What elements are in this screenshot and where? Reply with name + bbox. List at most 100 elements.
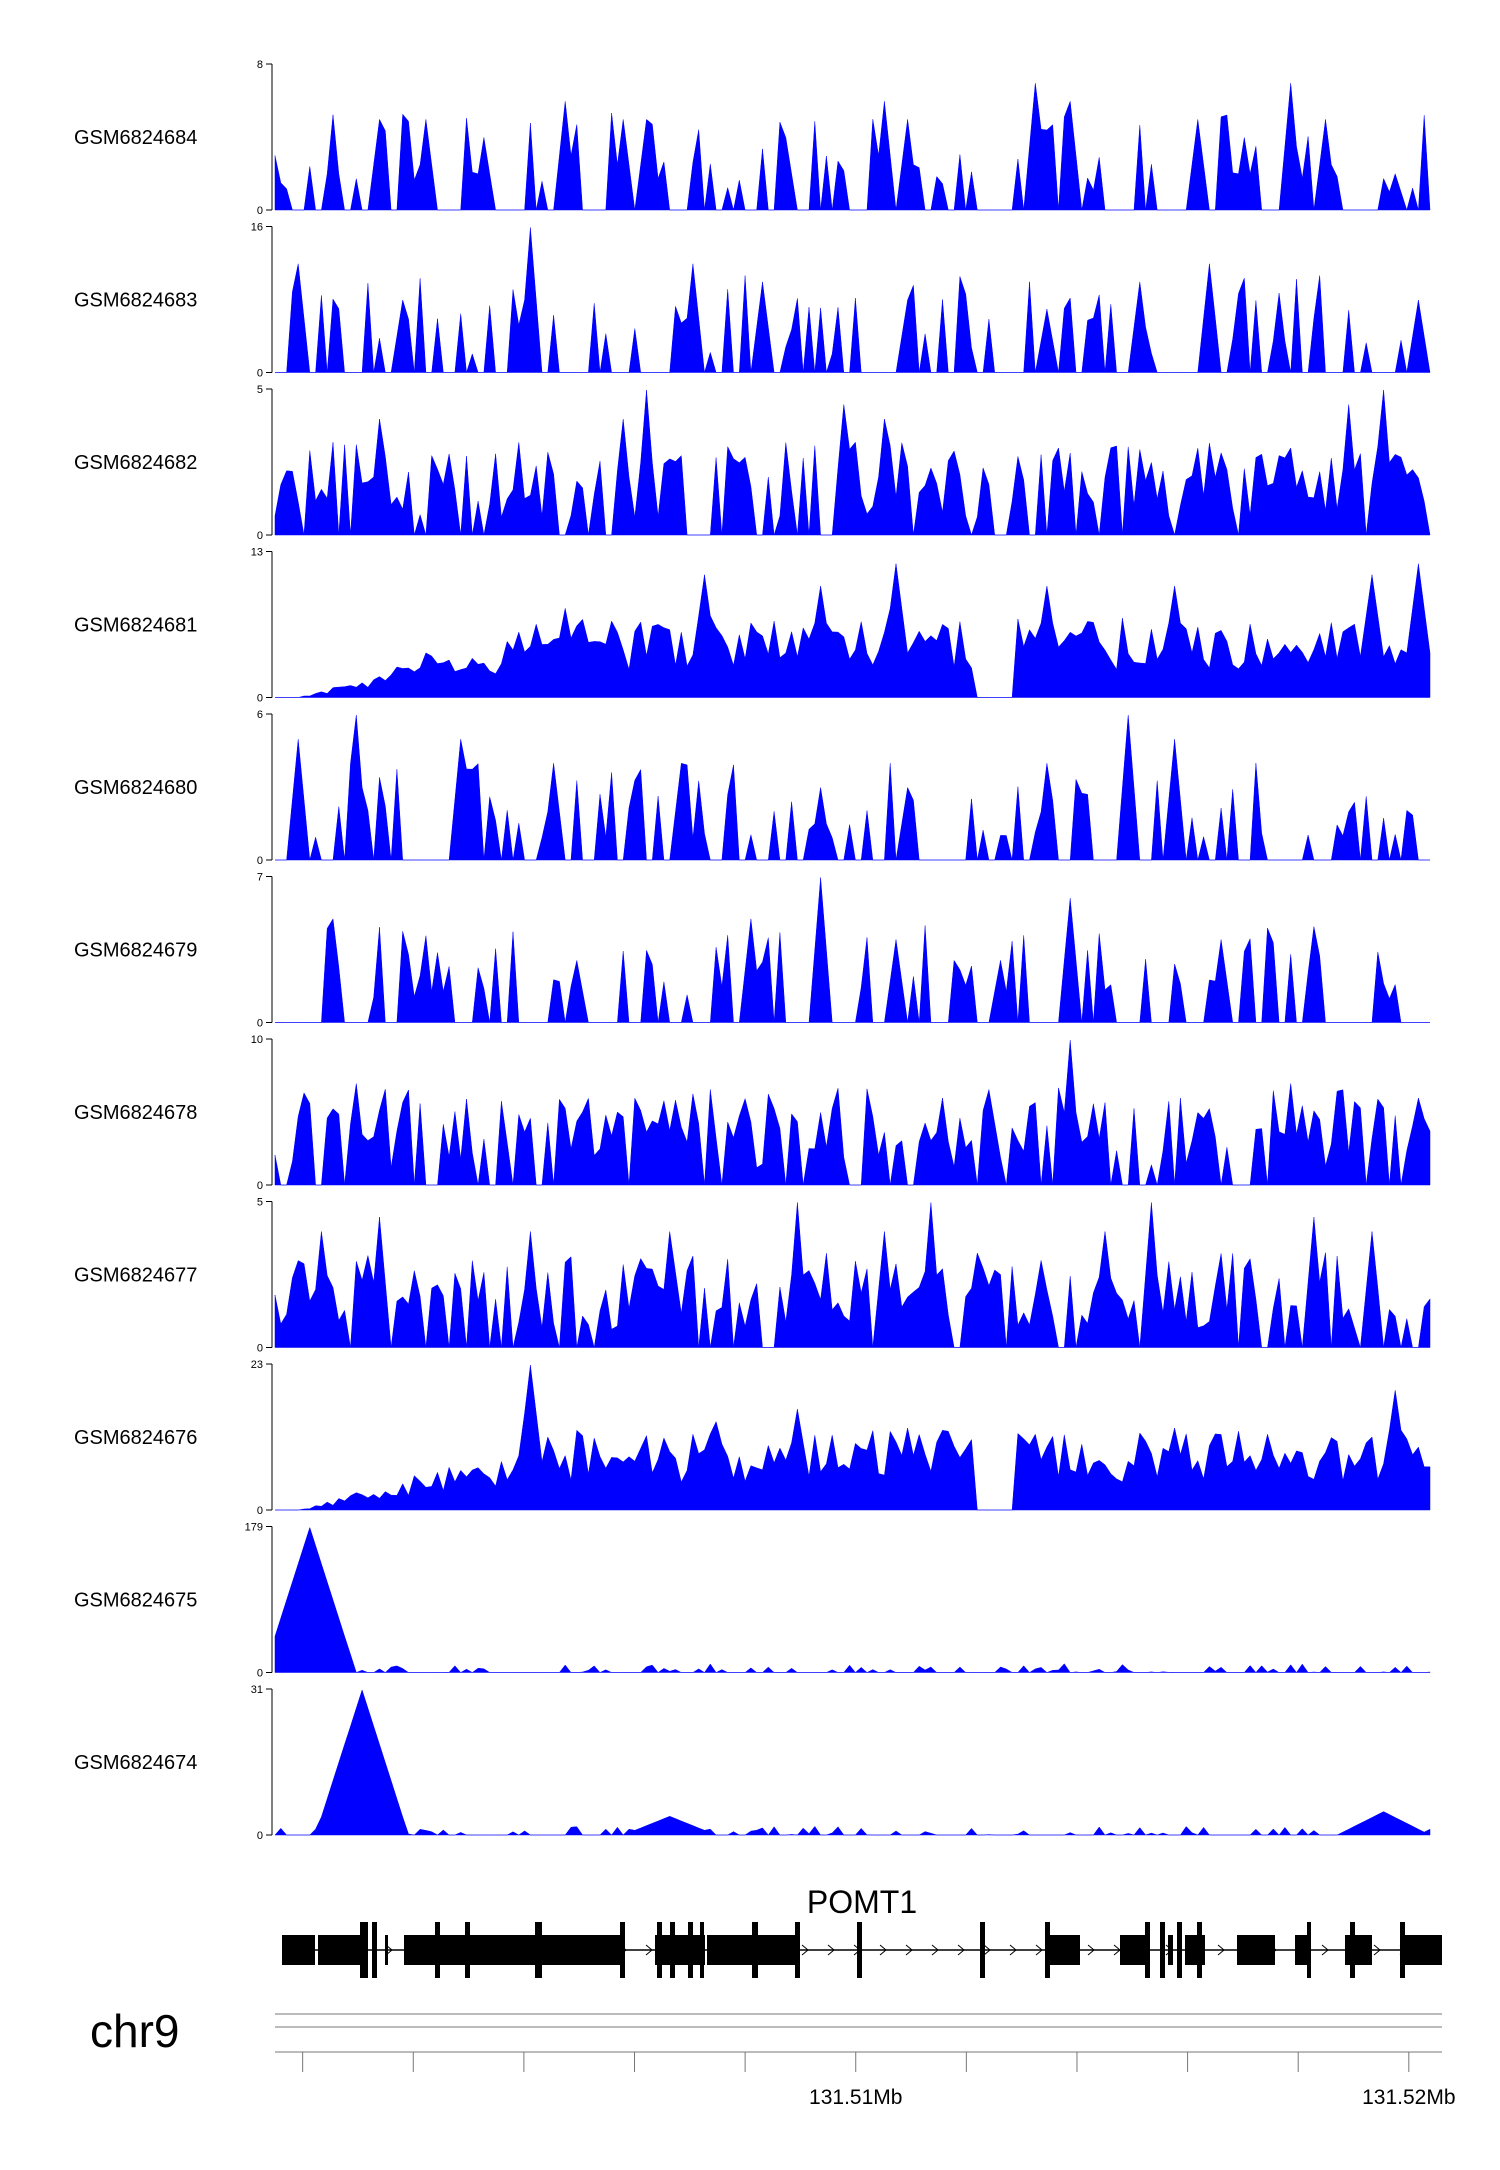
gene-exon xyxy=(1295,1935,1310,1965)
gene-exon xyxy=(620,1922,625,1978)
gene-exon xyxy=(435,1922,440,1978)
track-label: GSM6824675 xyxy=(74,1590,197,1612)
signal-area xyxy=(275,714,1430,861)
gene-name-label: POMT1 xyxy=(807,1884,917,1920)
signal-area xyxy=(274,1689,1431,1836)
signal-area xyxy=(274,389,1431,536)
gene-exon xyxy=(535,1922,542,1978)
strand-arrow xyxy=(905,1944,913,1956)
chromosome-label: chr9 xyxy=(90,2005,179,2057)
y-max-label: 10 xyxy=(251,1034,263,1046)
track-GSM6824674: GSM6824674 31 0 xyxy=(74,1684,1431,1842)
gene-exon xyxy=(980,1922,985,1978)
track-GSM6824683: GSM6824683 16 0 xyxy=(74,222,1431,380)
y-min-label: 0 xyxy=(257,205,263,217)
gene-exon xyxy=(1400,1922,1405,1978)
gene-exon xyxy=(1050,1935,1080,1965)
gene-exon xyxy=(1345,1935,1372,1965)
gene-exon xyxy=(657,1922,662,1978)
gene-exon xyxy=(372,1922,377,1978)
track-label: GSM6824674 xyxy=(74,1752,197,1774)
gene-exon xyxy=(1177,1922,1182,1978)
y-min-label: 0 xyxy=(257,1180,263,1192)
signal-area xyxy=(275,877,1430,1023)
strand-arrow xyxy=(983,1944,991,1956)
y-min-label: 0 xyxy=(257,1343,263,1355)
gene-exon xyxy=(752,1922,758,1978)
gene-exon xyxy=(795,1922,800,1978)
y-min-label: 0 xyxy=(257,1505,263,1517)
gene-exon xyxy=(1197,1922,1202,1978)
y-max-label: 23 xyxy=(251,1359,263,1371)
gene-exon xyxy=(318,1935,365,1965)
x-axis-tick-label: 131.52Mb xyxy=(1362,2086,1455,2109)
y-max-label: 6 xyxy=(257,709,263,721)
signal-area xyxy=(275,1364,1431,1511)
track-label: GSM6824677 xyxy=(74,1265,197,1287)
x-axis-tick-label: 131.51Mb xyxy=(809,2086,902,2109)
gene-exon xyxy=(465,1922,470,1978)
track-GSM6824675: GSM6824675 179 0 xyxy=(74,1522,1431,1680)
gene-exon xyxy=(1350,1922,1355,1978)
gene-exon xyxy=(655,1935,705,1965)
signal-area xyxy=(274,83,1431,211)
track-label: GSM6824678 xyxy=(74,1102,197,1124)
y-max-label: 8 xyxy=(257,59,263,71)
y-max-label: 7 xyxy=(257,872,263,884)
track-label: GSM6824682 xyxy=(74,452,197,474)
strand-arrow xyxy=(1009,1944,1017,1956)
strand-arrow xyxy=(827,1944,835,1956)
track-GSM6824677: GSM6824677 5 0 xyxy=(74,1197,1431,1355)
gene-exon xyxy=(857,1922,862,1978)
gene-exon xyxy=(360,1922,368,1978)
track-label: GSM6824676 xyxy=(74,1427,197,1449)
track-GSM6824681: GSM6824681 13 0 xyxy=(74,547,1431,705)
y-min-label: 0 xyxy=(257,1830,263,1842)
signal-area xyxy=(275,227,1431,373)
strand-arrow xyxy=(645,1944,653,1956)
track-label: GSM6824683 xyxy=(74,290,197,312)
y-max-label: 13 xyxy=(251,547,263,559)
gene-exon xyxy=(688,1922,693,1978)
track-GSM6824676: GSM6824676 23 0 xyxy=(74,1359,1431,1517)
y-max-label: 179 xyxy=(245,1522,263,1534)
y-max-label: 31 xyxy=(251,1684,263,1696)
track-GSM6824680: GSM6824680 6 0 xyxy=(74,709,1430,867)
strand-arrow xyxy=(1217,1944,1225,1956)
gene-exon xyxy=(385,1935,388,1965)
signal-area xyxy=(274,1202,1431,1348)
gene-exon xyxy=(282,1935,315,1965)
track-label: GSM6824680 xyxy=(74,777,197,799)
y-min-label: 0 xyxy=(257,530,263,542)
y-min-label: 0 xyxy=(257,1668,263,1680)
y-min-label: 0 xyxy=(257,693,263,705)
gene-exon xyxy=(1120,1935,1145,1965)
track-label: GSM6824684 xyxy=(74,127,197,149)
gene-exon xyxy=(1045,1922,1050,1978)
gene-exon xyxy=(670,1922,675,1978)
strand-arrow xyxy=(1321,1944,1329,1956)
y-max-label: 5 xyxy=(257,384,263,396)
y-min-label: 0 xyxy=(257,368,263,380)
gene-exon xyxy=(1307,1922,1311,1978)
genomic-axis: chr9 131.51Mb 131.52Mb xyxy=(90,2005,1456,2109)
gene-model-POMT1: POMT1 xyxy=(282,1884,1442,1978)
track-GSM6824678: GSM6824678 10 0 xyxy=(74,1034,1431,1192)
y-min-label: 0 xyxy=(257,855,263,867)
strand-arrow xyxy=(1035,1944,1043,1956)
signal-area xyxy=(274,1039,1431,1186)
y-max-label: 16 xyxy=(251,222,263,234)
gene-exon xyxy=(404,1935,625,1965)
strand-arrow xyxy=(879,1944,887,1956)
track-label: GSM6824679 xyxy=(74,940,197,962)
gene-exon xyxy=(1405,1935,1442,1965)
y-max-label: 5 xyxy=(257,1197,263,1209)
gene-exon xyxy=(1160,1922,1165,1978)
signal-area xyxy=(275,563,1431,698)
signal-area xyxy=(274,1526,1431,1673)
strand-arrow xyxy=(957,1944,965,1956)
strand-arrow xyxy=(1087,1944,1095,1956)
gene-exon xyxy=(1145,1922,1150,1978)
track-GSM6824679: GSM6824679 7 0 xyxy=(74,872,1430,1030)
